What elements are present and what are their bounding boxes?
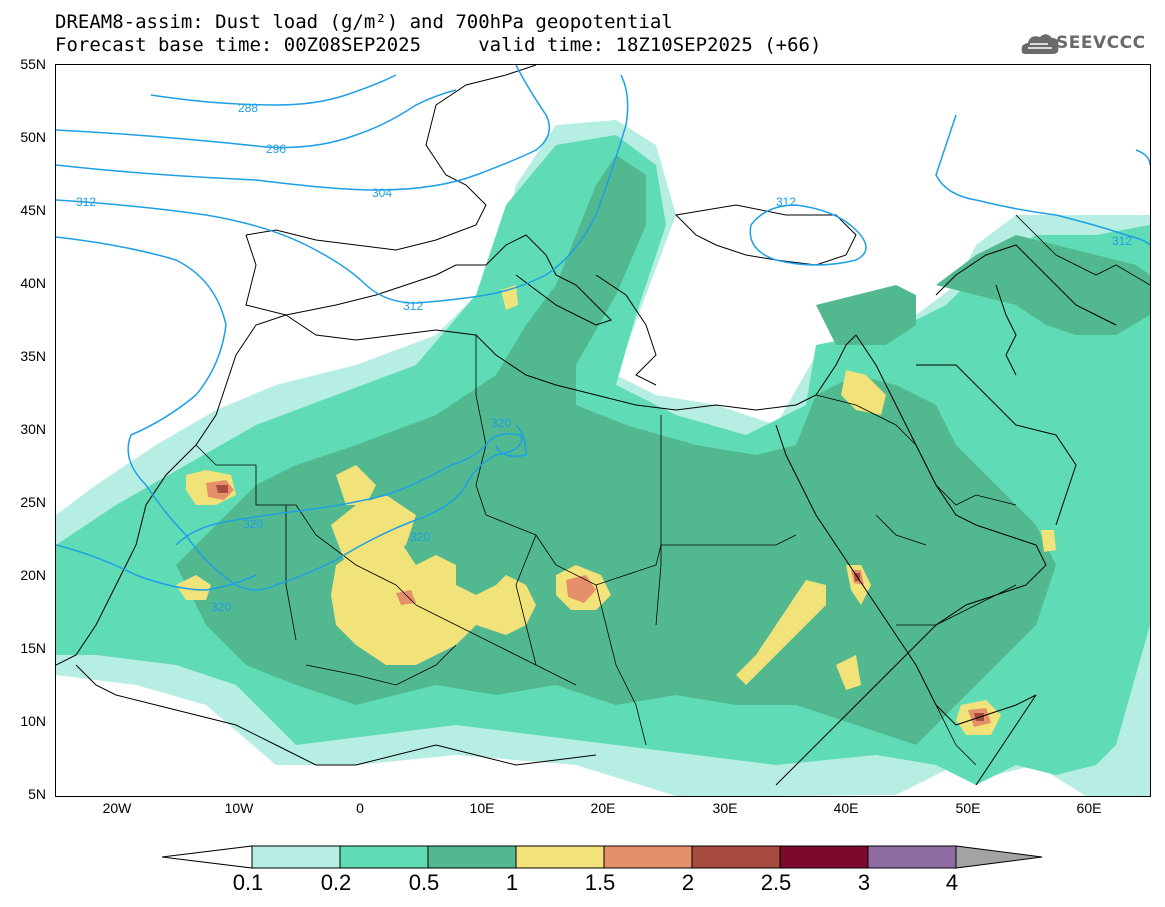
lon-label: 0: [356, 800, 364, 816]
lon-label: 10E: [469, 800, 495, 816]
lat-label: 20N: [20, 567, 46, 583]
colorbar-swatch: [251, 845, 341, 869]
lat-label: 5N: [28, 786, 46, 802]
contour-label: 312: [1112, 234, 1132, 248]
lat-label: 35N: [20, 348, 46, 364]
lon-label: 50E: [955, 800, 981, 816]
contour-label: 320: [211, 600, 231, 614]
colorbar-label: 0.2: [320, 870, 352, 895]
map-subtitle: Forecast base time: 00Z08SEP2025 valid t…: [55, 34, 822, 56]
colorbar-label: 1: [505, 870, 519, 895]
colorbar-label: 0.5: [408, 870, 440, 895]
colorbar-label: 3: [857, 870, 871, 895]
lat-label: 55N: [20, 56, 46, 72]
colorbar-swatch: [867, 845, 957, 869]
colorbar-swatch: [779, 845, 869, 869]
coastlines: [56, 65, 1117, 786]
colorbar-label: 1.5: [584, 870, 616, 895]
lon-label: 40E: [833, 800, 859, 816]
lat-label: 50N: [20, 129, 46, 145]
contour-label: 320: [410, 530, 430, 544]
colorbar-label: 4: [945, 870, 959, 895]
colorbar-swatch: [515, 845, 605, 869]
lat-label: 45N: [20, 202, 46, 218]
colorbar-label: 0.1: [232, 870, 264, 895]
contour-label: 312: [403, 299, 423, 313]
colorbar-swatch: [339, 845, 429, 869]
country-borders: [195, 214, 1150, 766]
colorbar-swatch: [427, 845, 517, 869]
lat-label: 30N: [20, 421, 46, 437]
lon-label: 20W: [102, 800, 132, 816]
contour-label: 312: [76, 195, 96, 209]
lon-label: 60E: [1076, 800, 1102, 816]
lat-label: 40N: [20, 275, 46, 291]
logo-text: SEEVCCC: [1056, 33, 1146, 53]
colorbar-low-arrow: [161, 845, 253, 869]
seevccc-cloud-logo-icon: [1021, 34, 1059, 54]
contour-label: 312: [776, 195, 796, 209]
colorbar-swatch: [691, 845, 781, 869]
lon-label: 10W: [224, 800, 254, 816]
colorbar-high-arrow: [955, 845, 1043, 869]
map-canvas: 288 296 304 312 312 312 312 320 320 320 …: [56, 65, 1150, 796]
colorbar-label: 2.5: [760, 870, 792, 895]
contour-label: 320: [491, 416, 511, 430]
contour-labels: 288 296 304 312 312 312 312 320 320 320 …: [76, 101, 1132, 614]
contour-label: 320: [243, 517, 263, 531]
contour-label: 288: [238, 101, 258, 115]
contour-label: 296: [266, 142, 286, 156]
colorbar: [161, 845, 1043, 869]
lon-label: 30E: [712, 800, 738, 816]
lat-label: 15N: [20, 640, 46, 656]
map-title: DREAM8-assim: Dust load (g/m²) and 700hP…: [55, 11, 673, 33]
contour-label: 304: [372, 186, 392, 200]
lat-label: 10N: [20, 713, 46, 729]
colorbar-label: 2: [681, 870, 695, 895]
geopotential-contours: [56, 65, 1150, 591]
dust-load-map: 288 296 304 312 312 312 312 320 320 320 …: [55, 64, 1151, 797]
lon-label: 20E: [590, 800, 616, 816]
colorbar-swatch: [603, 845, 693, 869]
lat-label: 25N: [20, 494, 46, 510]
